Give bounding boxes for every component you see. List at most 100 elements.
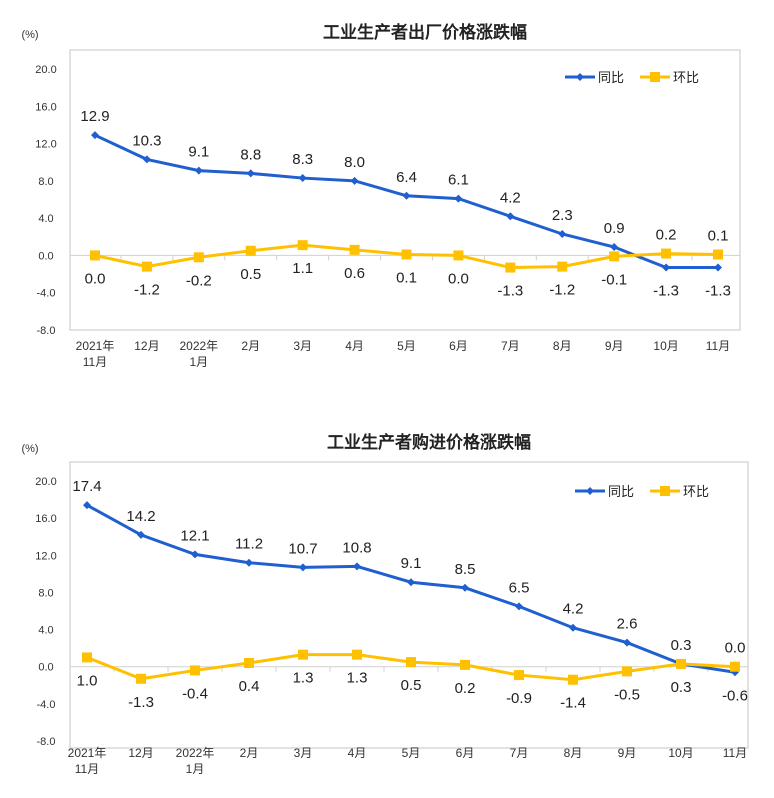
- data-point: [569, 623, 577, 632]
- data-label: -1.3: [497, 283, 523, 300]
- data-label: -0.9: [506, 690, 532, 707]
- data-label: 0.2: [656, 227, 677, 244]
- x-tick-label: 11月: [706, 339, 730, 353]
- data-label: -1.2: [134, 282, 160, 299]
- legend-marker: [586, 487, 594, 495]
- data-point: [406, 657, 416, 668]
- x-tick-label: 8月: [564, 746, 583, 760]
- data-label: 4.2: [563, 601, 584, 618]
- data-label: 9.1: [188, 144, 209, 161]
- data-label: 0.3: [671, 679, 692, 696]
- data-point: [730, 661, 740, 672]
- data-label: 0.5: [240, 266, 261, 283]
- data-point: [506, 212, 515, 221]
- x-tick-label: 2021年: [68, 746, 107, 760]
- data-label: 0.0: [85, 270, 106, 287]
- data-point: [461, 583, 469, 592]
- data-label: 0.0: [448, 270, 469, 287]
- data-label: 0.2: [455, 680, 476, 697]
- y-tick-label: 8.0: [38, 587, 53, 599]
- data-point: [142, 155, 151, 164]
- y-tick-label: 4.0: [38, 213, 53, 225]
- x-tick-label: 1月: [189, 355, 208, 369]
- data-label: -1.3: [128, 694, 154, 711]
- data-point: [661, 248, 672, 259]
- y-tick-label: 20.0: [35, 64, 56, 76]
- data-label: 8.3: [292, 151, 313, 168]
- x-tick-label: 9月: [618, 746, 637, 760]
- x-tick-label: 11月: [723, 746, 747, 760]
- data-label: 17.4: [72, 478, 101, 495]
- x-tick-label: 6月: [456, 746, 475, 760]
- y-axis-unit: (%): [21, 443, 38, 455]
- x-tick-label: 1月: [186, 762, 205, 776]
- data-point: [622, 666, 632, 677]
- legend-label: 同比: [598, 70, 624, 85]
- data-point: [193, 252, 204, 263]
- data-point: [453, 250, 464, 261]
- data-point: [568, 674, 578, 685]
- data-point: [402, 191, 411, 200]
- y-tick-label: 8.0: [38, 176, 53, 188]
- data-point: [662, 263, 671, 272]
- data-point: [191, 550, 199, 559]
- plot-area: [69, 49, 741, 331]
- data-point: [299, 563, 307, 572]
- x-tick-label: 10月: [668, 746, 693, 760]
- y-tick-label: 0.0: [38, 250, 53, 262]
- data-point: [141, 261, 152, 272]
- data-point: [353, 562, 361, 571]
- x-tick-label: 4月: [345, 339, 364, 353]
- y-tick-label: 12.0: [35, 550, 56, 562]
- data-label: -1.4: [560, 695, 586, 712]
- data-point: [83, 501, 91, 510]
- data-label: 0.1: [708, 227, 729, 244]
- data-label: 6.4: [396, 169, 417, 186]
- data-point: [90, 250, 100, 261]
- data-label: 1.0: [77, 672, 98, 689]
- data-point: [454, 194, 463, 203]
- x-tick-label: 4月: [348, 746, 367, 760]
- data-label: 2.3: [552, 207, 573, 224]
- legend-marker: [660, 486, 670, 496]
- data-point: [401, 249, 412, 260]
- data-label: 6.1: [448, 172, 469, 189]
- data-label: 1.3: [347, 670, 368, 687]
- y-tick-label: 16.0: [35, 101, 56, 113]
- data-point: [460, 659, 470, 670]
- legend-label: 环比: [683, 484, 709, 499]
- data-label: 0.6: [344, 265, 365, 282]
- data-label: -1.2: [549, 282, 575, 299]
- data-point: [514, 670, 524, 681]
- data-point: [349, 244, 360, 255]
- x-tick-label: 11月: [83, 355, 107, 369]
- data-label: -0.4: [182, 685, 208, 702]
- data-point: [610, 243, 619, 252]
- plot-area: [69, 461, 749, 749]
- data-label: 0.0: [725, 640, 746, 657]
- data-label: 0.5: [401, 677, 422, 694]
- data-point: [557, 261, 568, 272]
- data-label: 10.8: [342, 539, 371, 556]
- x-tick-label: 2021年: [76, 339, 115, 353]
- data-point: [298, 649, 308, 660]
- data-point: [136, 673, 146, 684]
- x-tick-label: 2022年: [176, 746, 215, 760]
- data-label: 12.1: [180, 527, 209, 544]
- x-tick-label: 12月: [128, 746, 153, 760]
- x-tick-label: 2022年: [179, 339, 218, 353]
- x-tick-label: 2月: [241, 339, 260, 353]
- data-label: 8.0: [344, 154, 365, 171]
- data-label: 10.7: [288, 540, 317, 557]
- x-tick-label: 3月: [294, 746, 313, 760]
- data-point: [298, 174, 307, 183]
- x-tick-label: 10月: [653, 339, 678, 353]
- legend-label: 环比: [673, 70, 699, 85]
- y-tick-label: 12.0: [35, 139, 56, 151]
- chart-title: 工业生产者出厂价格涨跌幅: [323, 22, 527, 42]
- x-tick-label: 12月: [134, 339, 159, 353]
- data-point: [713, 249, 723, 260]
- x-tick-label: 9月: [605, 339, 624, 353]
